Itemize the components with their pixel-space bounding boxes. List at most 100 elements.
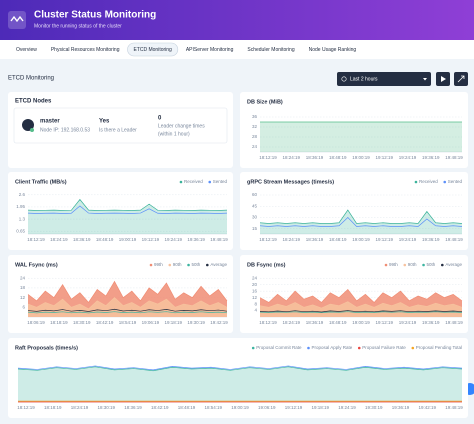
line <box>27 205 228 214</box>
x-tick-label: 19:00:19 <box>231 405 249 410</box>
changes-value: 0 <box>158 116 162 122</box>
x-tick-label: 19:12:19 <box>142 237 160 242</box>
tab-bar <box>0 40 474 59</box>
y-tick-label: 24 <box>252 275 258 280</box>
x-tick-label: 18:24:19 <box>282 237 300 242</box>
x-tick-label: 18:48:19 <box>329 237 347 242</box>
x-tick-label: 19:24:19 <box>399 237 417 242</box>
legend-label: Sented <box>213 179 228 184</box>
time-range: Last 2 hours <box>350 76 378 82</box>
legend-label: Proposal Apply Rate <box>311 345 352 350</box>
legend-label: 50th <box>192 262 201 267</box>
leader-value: Yes <box>99 119 110 125</box>
header <box>0 0 474 40</box>
y-tick-label: 18 <box>20 285 26 290</box>
legend-dot <box>187 263 190 267</box>
x-tick-label: 19:00:19 <box>352 155 370 160</box>
line <box>27 311 228 314</box>
y-tick-label: 4 <box>254 308 257 313</box>
x-tick-label: 19:12:19 <box>285 405 303 410</box>
legend-label: Received <box>419 179 438 184</box>
x-tick-label: 19:06:19 <box>258 405 276 410</box>
x-tick-label: 19:18:19 <box>311 405 329 410</box>
chart-panel: Raft Proposals (times/s) 18:12:19 18:18:19… <box>8 338 468 418</box>
x-tick-label: 19:00:19 <box>352 320 370 325</box>
y-tick-label: 30 <box>252 215 258 220</box>
x-tick-label: 19:00:19 <box>352 237 370 242</box>
x-tick-label: 19:24:19 <box>399 155 417 160</box>
x-tick-label: 18:12:19 <box>17 405 35 410</box>
tab[interactable]: Node Usage Ranking <box>309 47 357 53</box>
line <box>259 289 463 303</box>
x-tick-label: 18:36:19 <box>306 320 324 325</box>
y-tick-label: 15 <box>252 226 258 231</box>
x-tick-label: 19:36:19 <box>422 155 440 160</box>
x-tick-label: 18:30:19 <box>73 320 91 325</box>
x-tick-label: 18:24:19 <box>50 237 68 242</box>
legend-dot <box>384 263 388 267</box>
line <box>27 308 228 312</box>
chart-panel: gRPC Stream Messages (times/s) 15 30 45 60 18… <box>240 172 468 250</box>
y-tick-label: 24 <box>20 275 26 280</box>
x-tick-label: 18:48:19 <box>178 405 196 410</box>
x-tick-label: 18:12:19 <box>259 237 277 242</box>
tab[interactable]: Overview <box>16 47 37 53</box>
chart-title: Raft Proposals (times/s) <box>15 345 78 351</box>
time-range-select[interactable] <box>337 72 431 86</box>
legend-dot <box>411 346 415 350</box>
legend-dot <box>357 346 361 350</box>
x-tick-label: 19:12:19 <box>375 320 393 325</box>
legend-dot <box>403 263 407 267</box>
tab[interactable]: Scheduler Monitoring <box>247 47 294 53</box>
tab[interactable]: APIServer Monitoring <box>186 47 234 53</box>
y-tick-label: 1.3 <box>19 216 26 221</box>
line <box>259 301 463 309</box>
changes-label: (within 1 hour) <box>158 131 190 137</box>
tab[interactable]: ETCD Monitoring <box>133 47 172 53</box>
node-item <box>13 107 228 144</box>
y-tick-label: 1.95 <box>16 204 25 209</box>
x-tick-label: 18:18:19 <box>44 405 62 410</box>
x-tick-label: 19:48:19 <box>445 237 463 242</box>
legend-dot <box>251 346 255 350</box>
x-tick-label: 19:24:19 <box>399 320 417 325</box>
x-tick-label: 19:42:19 <box>418 405 436 410</box>
legend-dot <box>443 180 447 184</box>
legend-dot <box>414 180 418 184</box>
y-tick-label: 0.65 <box>16 228 25 233</box>
y-tick-label: 16 <box>252 288 258 293</box>
chart-title: Client Traffic (MB/s) <box>15 179 67 185</box>
tab[interactable]: Physical Resources Monitoring <box>51 47 120 53</box>
dropdown-arrow <box>423 78 427 81</box>
x-tick-label: 18:24:19 <box>71 405 89 410</box>
legend-label: Proposal Commit Rate <box>256 345 302 350</box>
area <box>18 366 462 402</box>
leader-label: Is there a Leader <box>99 127 137 133</box>
legend-label: Sented <box>448 179 463 184</box>
legend-dot <box>307 346 310 350</box>
node-name: master <box>40 119 60 125</box>
y-tick-label: 60 <box>252 192 258 197</box>
y-tick-label: 12 <box>252 295 258 300</box>
y-tick-label: 36 <box>252 114 258 119</box>
line <box>259 310 463 313</box>
x-tick-label: 19:24:19 <box>338 405 356 410</box>
node-ip: Node IP: 192.168.0.53 <box>40 127 90 133</box>
legend-label: 99th <box>154 262 163 267</box>
chart-title: DB Size (MiB) <box>247 99 283 105</box>
legend-dot <box>168 263 172 267</box>
legend-label: Average <box>210 262 227 267</box>
x-tick-label: 18:48:19 <box>329 155 347 160</box>
area <box>260 301 462 317</box>
x-tick-label: 19:48:19 <box>445 155 463 160</box>
legend-dot <box>441 263 444 267</box>
header-subtitle: Monitor the running status of the cluste… <box>34 23 122 29</box>
x-tick-label: 19:30:19 <box>187 320 205 325</box>
x-tick-label: 19:48:19 <box>210 237 228 242</box>
y-tick-label: 28 <box>252 134 258 139</box>
node-icon <box>22 119 34 131</box>
chart-title: WAL Fsync (ms) <box>15 262 58 268</box>
y-tick-label: 8 <box>254 301 257 306</box>
